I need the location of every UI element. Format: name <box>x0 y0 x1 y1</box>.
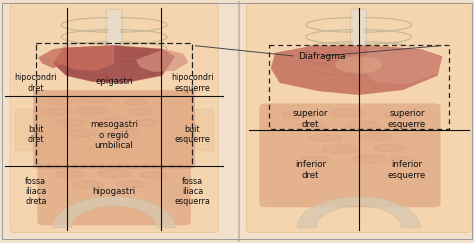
Ellipse shape <box>67 130 96 137</box>
Ellipse shape <box>55 119 86 126</box>
Text: Diafragma: Diafragma <box>299 52 346 61</box>
Ellipse shape <box>384 111 412 118</box>
Ellipse shape <box>390 157 416 164</box>
Ellipse shape <box>300 156 330 164</box>
Text: hipocondri
dret: hipocondri dret <box>15 73 57 93</box>
Ellipse shape <box>124 99 148 105</box>
Ellipse shape <box>73 181 103 189</box>
Ellipse shape <box>118 181 146 188</box>
Ellipse shape <box>82 96 112 103</box>
Text: buit
dret: buit dret <box>27 125 44 145</box>
Ellipse shape <box>353 155 386 163</box>
Ellipse shape <box>282 110 312 118</box>
Ellipse shape <box>346 121 380 129</box>
PathPatch shape <box>136 49 188 72</box>
Text: inferior
esquerre: inferior esquerre <box>388 160 426 180</box>
FancyBboxPatch shape <box>106 9 122 79</box>
Text: inferior
dret: inferior dret <box>295 160 326 180</box>
FancyBboxPatch shape <box>246 3 471 233</box>
Wedge shape <box>53 196 175 228</box>
Text: epigastri: epigastri <box>95 77 133 86</box>
Ellipse shape <box>41 108 70 115</box>
Text: buit
esquerre: buit esquerre <box>174 125 210 145</box>
FancyBboxPatch shape <box>37 165 191 226</box>
Ellipse shape <box>100 117 128 125</box>
PathPatch shape <box>363 47 442 84</box>
Wedge shape <box>297 196 420 228</box>
Ellipse shape <box>136 120 158 126</box>
Ellipse shape <box>129 109 152 115</box>
PathPatch shape <box>55 45 114 71</box>
Ellipse shape <box>394 123 420 130</box>
FancyBboxPatch shape <box>10 3 218 233</box>
FancyBboxPatch shape <box>33 90 195 169</box>
Ellipse shape <box>335 56 383 73</box>
PathPatch shape <box>53 45 175 83</box>
Ellipse shape <box>310 134 342 142</box>
Ellipse shape <box>55 171 86 179</box>
Ellipse shape <box>111 128 139 135</box>
FancyBboxPatch shape <box>351 9 367 77</box>
Ellipse shape <box>76 107 109 114</box>
Text: hipogastri: hipogastri <box>92 187 136 196</box>
Ellipse shape <box>322 145 360 154</box>
Text: fossa
iliaca
dreta: fossa iliaca dreta <box>25 177 46 207</box>
Text: superior
esquerre: superior esquerre <box>388 109 426 129</box>
Text: hipocondri
esquerre: hipocondri esquerre <box>171 73 214 93</box>
PathPatch shape <box>271 45 442 95</box>
Ellipse shape <box>140 172 166 179</box>
Ellipse shape <box>374 144 405 152</box>
Text: mesogastri
o regió
umbilical: mesogastri o regió umbilical <box>90 120 138 150</box>
Ellipse shape <box>47 98 73 104</box>
Ellipse shape <box>330 109 365 117</box>
Text: fossa
iliaca
esquerra: fossa iliaca esquerra <box>174 177 210 207</box>
Ellipse shape <box>98 169 131 178</box>
Text: superior
dret: superior dret <box>292 109 328 129</box>
Ellipse shape <box>360 133 392 140</box>
FancyBboxPatch shape <box>259 103 440 207</box>
PathPatch shape <box>38 48 64 68</box>
Ellipse shape <box>295 123 326 130</box>
